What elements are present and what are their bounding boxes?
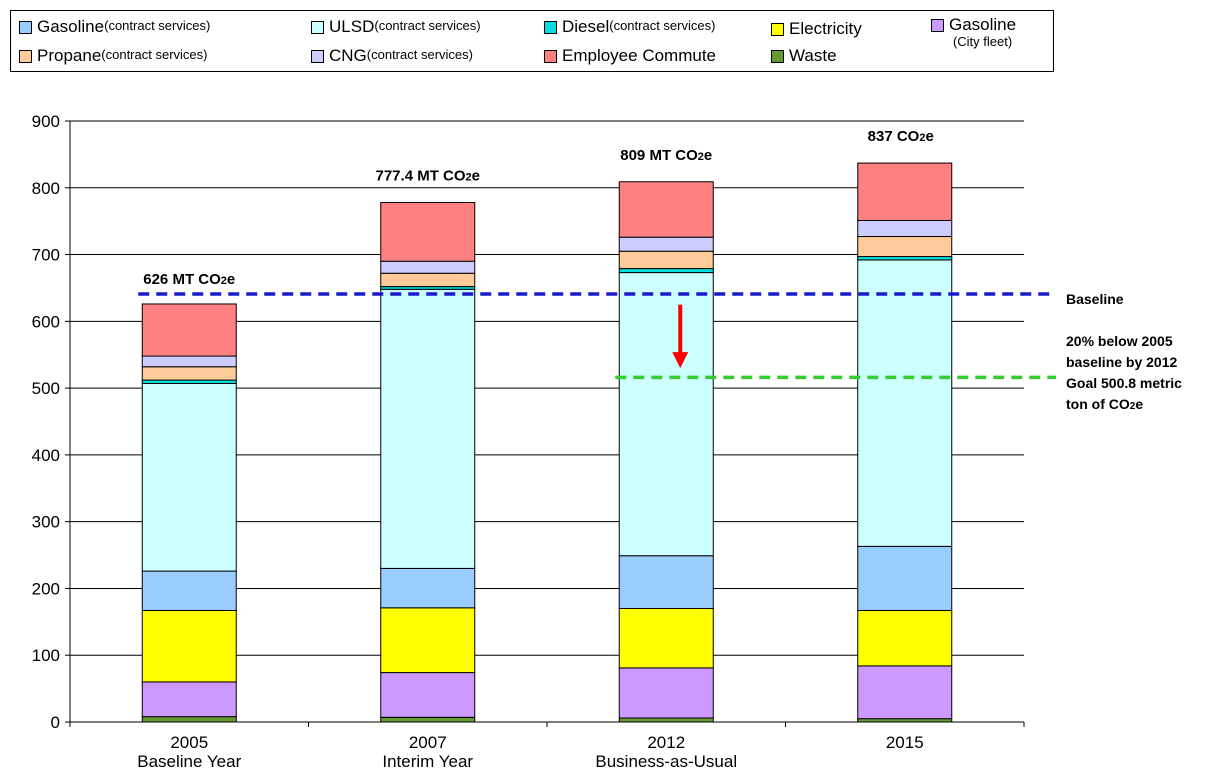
legend-swatch-gasoline-city [931, 19, 944, 32]
legend-item-waste: Waste [771, 47, 837, 65]
legend-item-electricity: Electricity [771, 20, 862, 38]
goal-label-line-0: 20% below 2005 [1066, 333, 1173, 349]
legend-sublabel-gasoline-contract: (contract services) [104, 18, 211, 33]
x-tick-label-2007: 2007 [409, 733, 447, 752]
x-category-sublabel-2007: Interim Year [382, 752, 473, 771]
legend-swatch-diesel [544, 21, 557, 34]
goal-label-line-2: Goal 500.8 metric [1066, 375, 1182, 391]
bar-segment-diesel-2005 [141, 379, 237, 384]
y-tick-label-200: 200 [32, 579, 60, 598]
bar-segment-ulsd-2005 [141, 382, 237, 572]
y-tick-label-600: 600 [32, 312, 60, 331]
total-label-2015: 837 CO2e [868, 128, 934, 145]
legend-item-commute: Employee Commute [544, 47, 716, 65]
legend-swatch-commute [544, 50, 557, 63]
bar-segment-diesel-2012 [618, 268, 714, 274]
bar-segment-gasoline_contract-2012 [618, 555, 714, 609]
bar-segment-ulsd-2007 [380, 288, 476, 569]
y-tick-label-100: 100 [32, 646, 60, 665]
total-label-2007: 777.4 MT CO2e [376, 167, 481, 184]
bar-segment-cng-2007 [380, 260, 476, 274]
total-label-2005: 626 MT CO2e [143, 271, 235, 288]
bar-segment-propane-2012 [618, 250, 714, 270]
bar-segment-gasoline_contract-2015 [857, 545, 953, 611]
legend-item-gasoline-city: Gasoline (City fleet) [931, 16, 1016, 49]
y-tick-label-0: 0 [51, 713, 60, 732]
legend-sublabel-cng: (contract services) [366, 47, 473, 62]
y-tick-label-500: 500 [32, 379, 60, 398]
legend-swatch-cng [311, 50, 324, 63]
total-label-bg-2007 [333, 164, 522, 187]
legend-label-propane: Propane [37, 46, 102, 65]
legend-item-ulsd: ULSD (contract services) [311, 18, 481, 36]
bar-segment-diesel-2015 [857, 256, 953, 261]
goal-label-line-3: ton of CO2e [1066, 396, 1143, 412]
x-tick-label-2012: 2012 [647, 733, 685, 752]
legend-label-ulsd: ULSD [329, 17, 375, 36]
legend-label-gasoline-city: Gasoline [949, 15, 1017, 34]
legend-label-cng: CNG [329, 46, 367, 65]
x-category-sublabel-2012: Business-as-Usual [595, 752, 737, 771]
legend-swatch-electricity [771, 23, 784, 36]
bar-segment-gasoline_contract-2005 [141, 570, 237, 611]
bar-segment-gasoline_contract-2007 [380, 567, 476, 609]
legend-item-cng: CNG (contract services) [311, 47, 473, 65]
bar-segment-gasoline_city-2005 [141, 681, 237, 718]
legend-swatch-propane [19, 50, 32, 63]
chart-legend: Gasoline (contract services) ULSD (contr… [10, 10, 1054, 72]
bar-segment-gasoline_city-2015 [857, 665, 953, 720]
legend-swatch-gasoline-contract [19, 21, 32, 34]
bar-segment-electricity-2015 [857, 609, 953, 667]
legend-item-gasoline-contract: Gasoline (contract services) [19, 18, 210, 36]
bar-segment-waste-2015 [857, 718, 953, 723]
bar-segment-waste-2005 [141, 716, 237, 723]
bar-segment-gasoline_city-2007 [380, 672, 476, 718]
bar-segment-electricity-2007 [380, 607, 476, 674]
bar-segment-propane-2005 [141, 366, 237, 381]
legend-swatch-waste [771, 50, 784, 63]
bar-segment-gasoline_city-2012 [618, 667, 714, 719]
bar-segment-propane-2007 [380, 272, 476, 288]
bar-segment-ulsd-2012 [618, 272, 714, 557]
legend-item-diesel: Diesel (contract services) [544, 18, 715, 36]
x-tick-label-2015: 2015 [886, 733, 924, 752]
y-tick-label-800: 800 [32, 179, 60, 198]
legend-label-electricity: Electricity [789, 19, 862, 38]
bar-segment-ulsd-2015 [857, 259, 953, 547]
bar-segment-commute-2015 [857, 162, 953, 221]
x-category-sublabel-2005: Baseline Year [137, 752, 241, 771]
y-tick-label-700: 700 [32, 246, 60, 265]
bar-segment-cng-2005 [141, 355, 237, 368]
legend-label-waste: Waste [789, 46, 837, 65]
legend-label-diesel: Diesel [562, 17, 610, 36]
legend-swatch-ulsd [311, 21, 324, 34]
y-tick-label-300: 300 [32, 513, 60, 532]
bar-segment-waste-2007 [380, 716, 476, 723]
bar-segment-electricity-2005 [141, 609, 237, 683]
bar-segment-electricity-2012 [618, 607, 714, 669]
legend-sublabel-gasoline-city: (City fleet) [952, 34, 1013, 49]
baseline-label: Baseline [1066, 291, 1124, 307]
reduction-arrow-head [672, 352, 689, 369]
bar-segment-cng-2015 [857, 219, 953, 238]
legend-sublabel-diesel: (contract services) [609, 18, 716, 33]
y-tick-label-900: 900 [32, 112, 60, 131]
bar-segment-waste-2012 [618, 717, 714, 723]
legend-sublabel-propane: (contract services) [101, 47, 208, 62]
y-tick-label-400: 400 [32, 446, 60, 465]
legend-label-commute: Employee Commute [562, 46, 717, 65]
total-label-2012: 809 MT CO2e [620, 147, 712, 164]
x-tick-label-2005: 2005 [170, 733, 208, 752]
legend-item-propane: Propane (contract services) [19, 47, 207, 65]
bar-segment-commute-2007 [380, 201, 476, 262]
legend-label-gasoline-contract: Gasoline [37, 17, 105, 36]
bar-segment-commute-2005 [141, 303, 237, 357]
bar-segment-propane-2015 [857, 236, 953, 258]
legend-sublabel-ulsd: (contract services) [374, 18, 481, 33]
bar-segment-commute-2012 [618, 181, 714, 238]
bar-segment-cng-2012 [618, 236, 714, 252]
goal-label-line-1: baseline by 2012 [1066, 354, 1178, 370]
